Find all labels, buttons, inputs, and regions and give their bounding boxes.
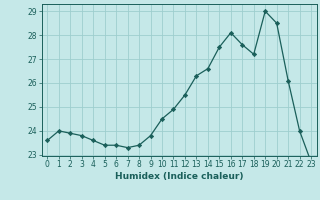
X-axis label: Humidex (Indice chaleur): Humidex (Indice chaleur) (115, 172, 244, 181)
